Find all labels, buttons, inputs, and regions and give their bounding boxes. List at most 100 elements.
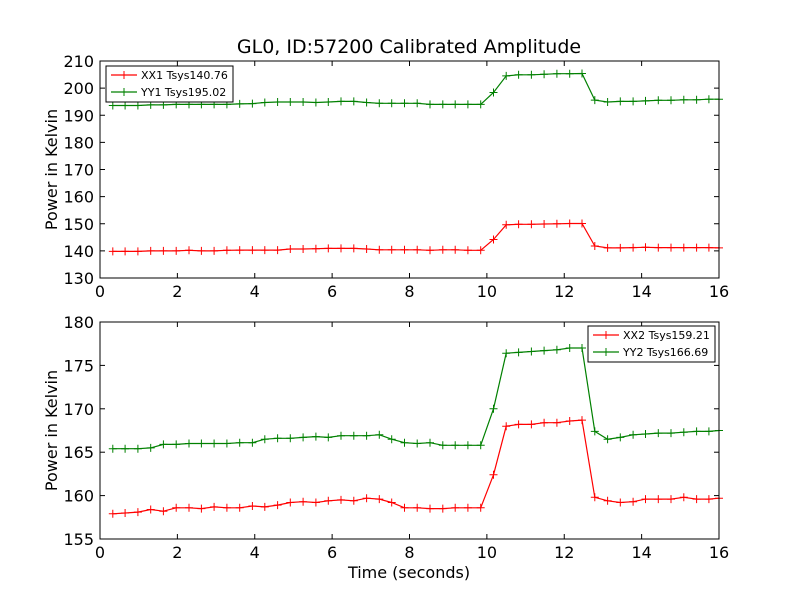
data-point	[185, 439, 193, 448]
data-point	[413, 245, 422, 254]
data-point	[679, 493, 688, 502]
data-point	[185, 503, 193, 512]
data-point	[324, 98, 333, 106]
data-point	[248, 246, 257, 255]
data-point	[108, 101, 117, 110]
data-point	[489, 88, 498, 97]
data-point	[299, 98, 308, 106]
data-point	[578, 219, 586, 228]
data-point	[616, 498, 625, 507]
data-point	[476, 246, 485, 255]
data-point	[273, 501, 282, 510]
data-point	[260, 502, 269, 511]
data-point	[540, 418, 549, 427]
data-point	[565, 69, 574, 78]
legend-marker	[120, 71, 128, 79]
data-point	[692, 495, 701, 504]
x-tick-label: 6	[327, 282, 337, 301]
data-point	[185, 246, 193, 255]
legend-label: YY1 Tsys195.02	[140, 86, 226, 99]
data-point	[616, 97, 625, 106]
data-point	[299, 245, 308, 253]
data-point	[222, 439, 231, 448]
data-point	[565, 344, 574, 352]
y-tick-label: 150	[63, 215, 94, 234]
data-point	[641, 96, 650, 105]
data-point	[159, 246, 168, 255]
data-point	[603, 496, 612, 505]
data-point	[578, 344, 586, 352]
data-point	[679, 95, 688, 104]
data-point	[349, 97, 358, 106]
x-tick-label: 2	[172, 282, 182, 301]
legend: XX2 Tsys159.21 YY2 Tsys166.69	[587, 325, 716, 363]
data-point	[235, 246, 244, 255]
data-point	[146, 505, 155, 514]
legend-box	[105, 65, 234, 103]
data-point	[502, 422, 511, 431]
y-tick-label: 130	[63, 269, 94, 288]
data-point	[590, 493, 599, 502]
data-point	[616, 433, 625, 442]
data-point	[502, 220, 511, 229]
x-tick-label: 16	[709, 282, 729, 301]
data-point	[400, 99, 409, 108]
data-point	[451, 441, 460, 450]
data-point	[222, 246, 231, 255]
data-point	[337, 97, 345, 106]
data-point	[172, 246, 181, 255]
data-point	[540, 220, 549, 228]
data-point	[514, 348, 523, 357]
data-point	[463, 503, 472, 512]
data-point	[273, 434, 282, 443]
data-point	[235, 99, 244, 108]
data-point	[362, 98, 371, 107]
data-point	[540, 346, 549, 355]
data-point	[133, 101, 142, 110]
data-point	[387, 99, 396, 108]
data-point	[235, 438, 244, 447]
x-tick-label: 0	[95, 282, 105, 301]
data-point	[616, 243, 625, 252]
y-tick-label: 165	[63, 443, 94, 462]
data-point	[349, 431, 358, 440]
x-tick-label: 4	[250, 282, 260, 301]
x-tick-label: 2	[172, 543, 182, 562]
data-point	[527, 70, 536, 79]
data-point	[273, 98, 282, 106]
data-point	[603, 435, 612, 444]
data-point	[133, 508, 142, 517]
data-point	[463, 246, 472, 255]
x-tick-label: 8	[404, 282, 414, 301]
data-point	[387, 498, 396, 507]
x-tick-label: 12	[554, 282, 574, 301]
data-point	[210, 439, 219, 448]
data-point	[121, 101, 130, 110]
chart-title: GL0, ID:57200 Calibrated Amplitude	[237, 36, 581, 58]
data-point	[362, 494, 371, 503]
data-point	[121, 247, 130, 256]
data-point	[654, 243, 663, 252]
data-point	[210, 502, 219, 511]
data-point	[108, 247, 117, 256]
data-point	[692, 95, 701, 104]
data-point	[667, 96, 675, 105]
data-point	[641, 243, 650, 252]
data-point	[375, 430, 384, 439]
y-axis-label: Power in Kelvin	[42, 109, 61, 230]
data-point	[387, 245, 396, 254]
x-tick-label: 12	[554, 543, 574, 562]
data-point	[324, 433, 333, 442]
data-point	[299, 433, 308, 442]
data-point	[222, 503, 231, 512]
y-tick-label: 200	[63, 79, 94, 98]
data-point	[337, 495, 345, 504]
x-tick-label: 8	[404, 543, 414, 562]
legend: XX1 Tsys140.76 YY1 Tsys195.02	[105, 65, 234, 103]
y-tick-label: 210	[63, 52, 94, 71]
data-point	[552, 345, 561, 354]
data-point	[260, 98, 269, 107]
data-point	[375, 99, 384, 108]
data-point	[235, 503, 244, 512]
data-point	[311, 98, 320, 107]
